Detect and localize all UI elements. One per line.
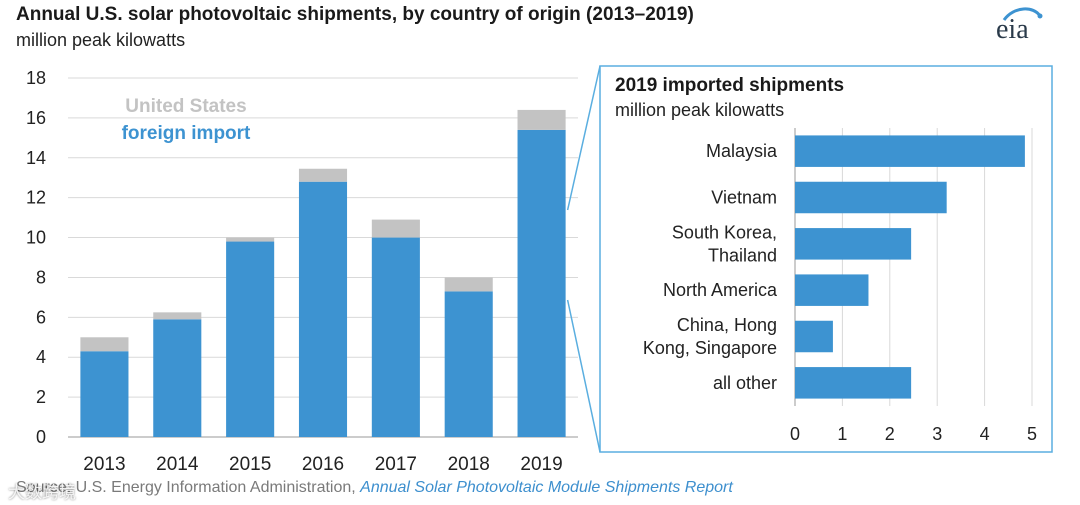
x-tick-label: 2014 [156,454,199,475]
legend-foreign-import: foreign import [122,123,251,144]
bar-united-states [226,237,275,242]
inset-x-tick-label: 0 [790,424,800,444]
inset-bar [795,274,869,306]
x-tick-label: 2017 [375,454,417,475]
inset-subtitle: million peak kilowatts [615,100,784,120]
inset-x-tick-label: 2 [885,424,895,444]
eia-logo-swoosh-icon [1002,7,1043,21]
inset-x-tick-label: 3 [932,424,942,444]
chart-title: Annual U.S. solar photovoltaic shipments… [16,4,694,25]
source-label: Source: U.S. Energy Information Administ… [16,479,361,496]
bar-united-states [444,277,493,292]
y-tick-label: 6 [36,307,46,327]
x-tick-label: 2015 [229,454,271,475]
eia-logo-text: eia [996,14,1029,45]
chart-subtitle: million peak kilowatts [16,30,186,50]
inset-connector-line [566,65,601,211]
y-tick-label: 8 [36,267,46,287]
y-tick-label: 10 [26,228,46,248]
inset-bar [795,135,1025,167]
y-tick-label: 2 [36,387,46,407]
bar-united-states [298,168,348,182]
y-tick-label: 4 [36,347,46,367]
inset-x-tick-label: 5 [1027,424,1037,444]
x-tick-label: 2019 [520,454,562,475]
y-tick-label: 16 [26,108,46,128]
report-link[interactable]: Annual Solar Photovoltaic Module Shipmen… [360,479,733,496]
bar-foreign-import [444,291,493,437]
legend-united-states: United States [125,96,246,117]
x-tick-label: 2018 [448,454,490,475]
watermark-text: 大数跨境 [8,483,76,502]
inset-x-tick-label: 4 [980,424,990,444]
inset-bar [795,367,912,399]
y-tick-label: 18 [26,68,46,88]
watermark: 大数跨境 [0,476,150,502]
bar-united-states [80,337,129,352]
inset-category-label: South Korea, [672,222,777,242]
bar-foreign-import [371,237,420,437]
inset-category-label: Vietnam [711,188,777,208]
x-tick-label: 2016 [302,454,344,475]
bar-foreign-import [80,351,129,437]
inset-x-tick-label: 1 [837,424,847,444]
bar-foreign-import [517,129,566,437]
bar-foreign-import [153,319,202,437]
eia-logo: eia [990,6,1050,46]
bar-united-states [517,109,566,130]
source-note: Source: U.S. Energy Information Administ… [16,479,733,497]
inset-title: 2019 imported shipments [615,75,844,96]
y-tick-label: 12 [26,188,46,208]
bar-foreign-import [298,181,348,437]
inset-category-label: Kong, Singapore [643,338,777,358]
bar-foreign-import [226,241,275,437]
inset-category-label: Thailand [708,245,777,265]
inset-bar [795,320,833,353]
inset-category-label: Malaysia [706,141,778,161]
inset-bar [795,228,912,260]
inset-category-label: North America [663,280,778,300]
inset-bar [795,181,947,214]
y-tick-label: 0 [36,427,46,447]
bar-united-states [153,312,202,320]
inset-connector-line [566,299,601,453]
x-tick-label: 2013 [83,454,125,475]
inset-category-label: all other [713,373,777,393]
bar-united-states [371,219,420,238]
inset-category-label: China, Hong [677,315,777,335]
y-tick-label: 14 [26,148,46,168]
